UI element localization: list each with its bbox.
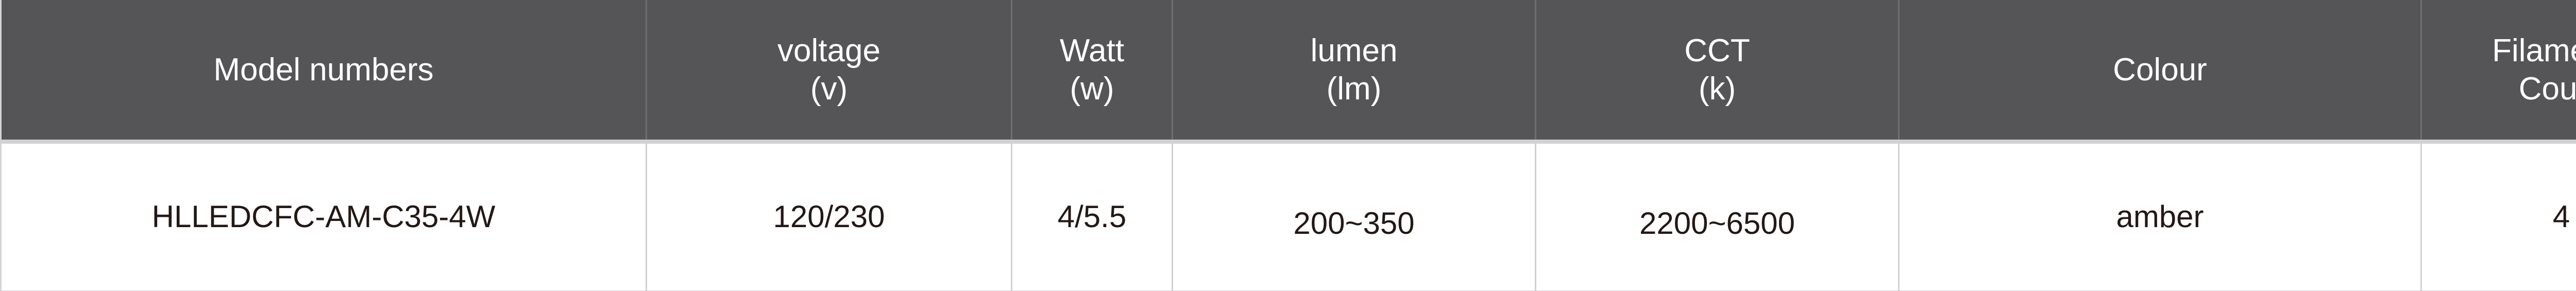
cell-filaments-count: 4: [2421, 142, 2576, 291]
column-header-model-numbers[interactable]: Model numbers: [0, 0, 647, 144]
column-header-voltage[interactable]: voltage (v): [646, 0, 1012, 144]
column-header-filaments-count[interactable]: Filaments Count: [2421, 0, 2576, 144]
header-row: Model numbers voltage (v) Watt (w) lumen…: [0, 0, 2576, 144]
cell-colour: amber: [1899, 142, 2422, 291]
column-header-colour[interactable]: Colour: [1899, 0, 2422, 144]
column-header-cct[interactable]: CCT (k): [1535, 0, 1900, 144]
cell-watt: 4/5.5: [1011, 142, 1173, 291]
cell-voltage: 120/230: [646, 142, 1012, 291]
cell-model-numbers: HLLEDCFC-AM-C35-4W: [0, 142, 647, 291]
column-header-lumen[interactable]: lumen (lm): [1172, 0, 1536, 144]
column-header-watt[interactable]: Watt (w): [1011, 0, 1173, 144]
cell-cct: 2200~6500: [1535, 142, 1900, 291]
cell-lumen: 200~350: [1172, 142, 1536, 291]
table-body: HLLEDCFC-AM-C35-4W 120/230 4/5.5 200~350…: [0, 142, 2576, 291]
table-header: Model numbers voltage (v) Watt (w) lumen…: [0, 0, 2576, 144]
table-row[interactable]: HLLEDCFC-AM-C35-4W 120/230 4/5.5 200~350…: [0, 142, 2576, 291]
